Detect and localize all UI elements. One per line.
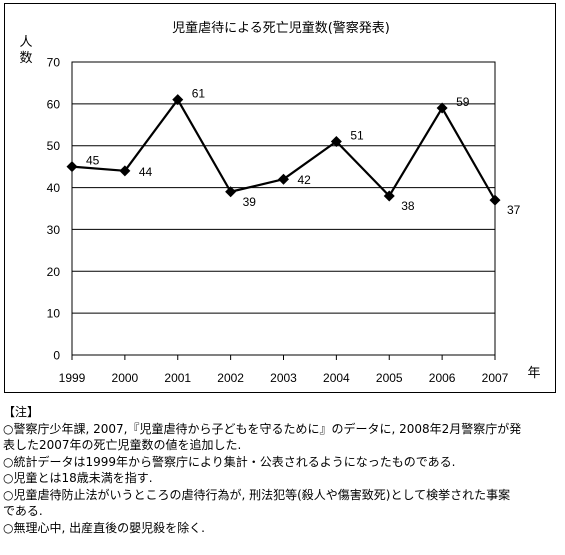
note-line: である. xyxy=(3,504,43,518)
data-point-marker xyxy=(66,161,78,173)
note-line: ○児童虐待防止法がいうところの虐待行為が, 刑法犯等(殺人や傷害致死)として検挙… xyxy=(3,487,511,502)
note-line: ○無理心中, 出産直後の嬰児殺を除く. xyxy=(3,520,205,535)
x-tick-label: 1999 xyxy=(59,371,86,385)
plot-area-border xyxy=(71,61,496,356)
data-label-layer: 45 44 61 39 42 51 38 59 37 xyxy=(86,87,521,217)
notes-section: 【注】 ○警察庁少年課, 2007,『児童虐待から子どもを守るために』のデータに… xyxy=(3,404,559,536)
data-label: 37 xyxy=(507,203,521,217)
y-tick-label: 60 xyxy=(47,97,61,111)
notes-header: 【注】 xyxy=(3,405,40,419)
data-label: 39 xyxy=(243,195,257,209)
data-label: 44 xyxy=(139,165,153,179)
data-label: 45 xyxy=(86,154,100,168)
y-tick-label: 10 xyxy=(47,307,61,321)
axes xyxy=(71,61,496,360)
data-point-marker xyxy=(383,190,395,202)
note-line: 表した2007年の死亡児童数の値を追加した. xyxy=(3,438,242,452)
x-tick-label: 2003 xyxy=(270,371,297,385)
chart-frame: 児童虐待による死亡児童数(警察発表) 人 数 年 0 10 20 30 40 50 60 70… xyxy=(4,3,556,393)
data-label: 42 xyxy=(298,173,312,187)
data-label: 61 xyxy=(192,87,206,101)
series-line xyxy=(71,98,496,201)
y-axis-label-char-1: 人 xyxy=(19,35,32,50)
data-point-marker xyxy=(119,165,131,177)
x-tick-label: 2004 xyxy=(323,371,350,385)
data-point-marker xyxy=(172,94,184,106)
x-tick-label: 2007 xyxy=(482,371,509,385)
note-line: ○児童とは18歳未満を指す. xyxy=(3,471,153,485)
marker-layer xyxy=(66,94,501,206)
y-tick-label: 50 xyxy=(47,139,61,153)
note-line: ○警察庁少年課, 2007,『児童虐待から子どもを守るために』のデータに, 20… xyxy=(3,421,522,436)
data-label: 51 xyxy=(350,129,364,143)
y-tick-labels: 0 10 20 30 40 50 60 70 xyxy=(47,56,61,363)
series-line-layer xyxy=(71,98,496,201)
data-label: 59 xyxy=(456,95,470,109)
y-axis-label-char-2: 数 xyxy=(19,51,32,66)
y-tick-label: 30 xyxy=(47,223,61,237)
data-point-marker xyxy=(489,194,501,206)
y-tick-label: 20 xyxy=(47,265,61,279)
x-tick-label: 2002 xyxy=(217,371,244,385)
data-point-marker xyxy=(278,173,289,185)
chart-title: 児童虐待による死亡児童数(警察発表) xyxy=(172,20,390,36)
data-label: 38 xyxy=(401,199,415,213)
data-point-marker xyxy=(436,102,448,114)
data-point-marker xyxy=(225,186,237,198)
y-tick-label: 40 xyxy=(47,181,61,195)
x-tick-labels: 1999 2000 2001 2002 2003 2004 2005 2006 2007 xyxy=(59,371,509,385)
x-tick-label: 2001 xyxy=(164,371,191,385)
y-tick-label: 70 xyxy=(47,56,61,70)
x-tick-label: 2000 xyxy=(112,371,139,385)
line-chart: 児童虐待による死亡児童数(警察発表) 人 数 年 0 10 20 30 40 50 60 70… xyxy=(19,20,540,385)
x-axis-label: 年 xyxy=(527,366,540,381)
data-point-marker xyxy=(330,136,342,148)
gridlines xyxy=(72,61,495,314)
note-line: ○統計データは1999年から警察庁により集計・公表されるようになったものである. xyxy=(3,454,456,469)
x-tick-label: 2005 xyxy=(376,371,403,385)
y-tick-label: 0 xyxy=(53,349,60,363)
x-tick-label: 2006 xyxy=(429,371,456,385)
